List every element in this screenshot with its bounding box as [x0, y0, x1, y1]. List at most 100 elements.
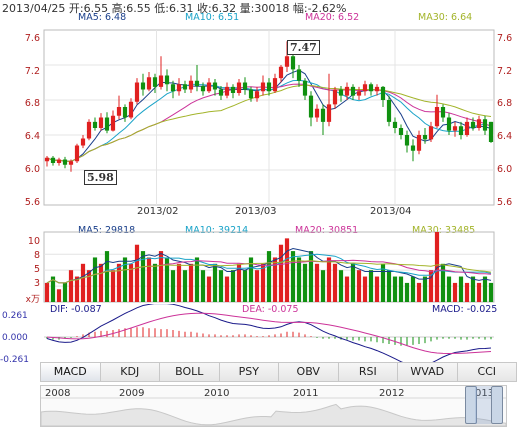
candle — [422, 128, 428, 144]
candle — [188, 75, 194, 93]
volume-bar — [110, 270, 116, 302]
candle-body — [68, 161, 74, 165]
price-ytick-left: 7.6 — [24, 33, 40, 44]
candle-body — [452, 126, 458, 131]
candle-body — [254, 91, 260, 99]
candle-body — [332, 89, 338, 105]
candle-body — [284, 56, 290, 67]
candle — [320, 104, 326, 135]
candle-body — [356, 91, 362, 96]
date-tick: 2013/03 — [235, 206, 277, 217]
candle — [230, 84, 236, 99]
candle — [68, 159, 74, 172]
tab-psy[interactable]: PSY — [219, 362, 279, 382]
candle — [434, 94, 440, 128]
time-navigator[interactable]: 2008 2009 2010 2011 2012 013 — [40, 385, 507, 427]
date-tick: 2013/04 — [370, 206, 412, 217]
candle-body — [326, 104, 332, 122]
candle-body — [92, 121, 98, 128]
candle-body — [86, 121, 92, 139]
candle — [302, 78, 308, 100]
macd-dif-line — [46, 304, 492, 362]
volume-bar — [140, 251, 146, 302]
tab-cci[interactable]: CCI — [457, 362, 517, 382]
volume-bar — [224, 276, 230, 302]
volume-bar — [356, 270, 362, 302]
tab-boll[interactable]: BOLL — [160, 362, 220, 382]
candle — [44, 156, 50, 167]
candle — [56, 157, 62, 166]
candle — [416, 130, 422, 155]
price-ytick-right: 6.4 — [497, 131, 513, 142]
candle — [236, 79, 242, 96]
tab-rsi[interactable]: RSI — [338, 362, 398, 382]
volume-chart[interactable] — [0, 222, 517, 304]
navigator-left-handle[interactable] — [465, 386, 477, 424]
candle-body — [476, 119, 482, 128]
candle-body — [50, 157, 56, 163]
candle — [392, 117, 398, 134]
candle — [350, 84, 356, 100]
macd-chart[interactable] — [0, 304, 517, 362]
navigator-right-handle[interactable] — [491, 386, 503, 424]
navigator-selection[interactable] — [475, 386, 491, 424]
volume-bar — [488, 282, 494, 302]
candle — [248, 86, 254, 102]
candle-body — [224, 86, 230, 96]
candle-body — [158, 75, 164, 87]
navigator-year: 013 — [475, 388, 495, 399]
tab-wvad[interactable]: WVAD — [398, 362, 458, 382]
volume-bar — [230, 270, 236, 302]
candle — [398, 124, 404, 140]
candle — [362, 80, 368, 96]
volume-bar — [362, 276, 368, 302]
candle-body — [344, 86, 350, 96]
volume-bar — [398, 276, 404, 302]
candle — [254, 86, 260, 102]
volume-bar — [272, 257, 278, 302]
candle-body — [128, 101, 134, 118]
tab-obv[interactable]: OBV — [279, 362, 339, 382]
price-ytick-left: 5.6 — [24, 197, 40, 208]
candle — [62, 156, 68, 169]
price-ma30-legend: MA30: 6.64 — [418, 12, 473, 23]
volume-bar — [254, 270, 260, 302]
candle-body — [272, 78, 278, 92]
tab-macd[interactable]: MACD — [40, 362, 101, 382]
candle-body — [182, 84, 188, 90]
candle-body — [362, 84, 368, 92]
volume-ma5-legend: MA5: 29818 — [78, 225, 136, 236]
candle — [296, 65, 302, 87]
candle — [374, 84, 380, 96]
volume-ytick: 10 — [27, 236, 40, 247]
navigator-year: 2008 — [45, 388, 71, 399]
candle — [50, 156, 56, 166]
candle — [464, 117, 470, 137]
volume-bar — [74, 276, 80, 302]
candle-body — [416, 135, 422, 151]
volume-bar — [182, 270, 188, 302]
volume-bar — [464, 282, 470, 302]
price-ytick-right: 7.2 — [497, 66, 513, 77]
volume-bar — [386, 270, 392, 302]
candle-body — [278, 66, 284, 79]
volume-bar — [314, 263, 320, 302]
navigator-year: 2010 — [204, 388, 230, 399]
volume-bar — [284, 238, 290, 302]
candle-body — [296, 69, 302, 81]
candle-body — [446, 117, 452, 131]
candle-body — [116, 107, 122, 116]
volume-bar — [440, 263, 446, 302]
volume-bar — [128, 263, 134, 302]
candle — [116, 95, 122, 120]
candlestick-chart[interactable] — [0, 0, 517, 220]
candle — [158, 56, 164, 90]
volume-ma30-legend: MA30: 33485 — [412, 225, 476, 236]
price-ytick-left: 6.4 — [24, 131, 40, 142]
tab-kdj[interactable]: KDJ — [100, 362, 160, 382]
volume-bar — [134, 244, 140, 302]
candle — [326, 73, 332, 127]
price-ytick-right: 6.0 — [497, 164, 513, 175]
candle — [368, 82, 374, 96]
macd-ytick: -0.261 — [0, 355, 30, 365]
